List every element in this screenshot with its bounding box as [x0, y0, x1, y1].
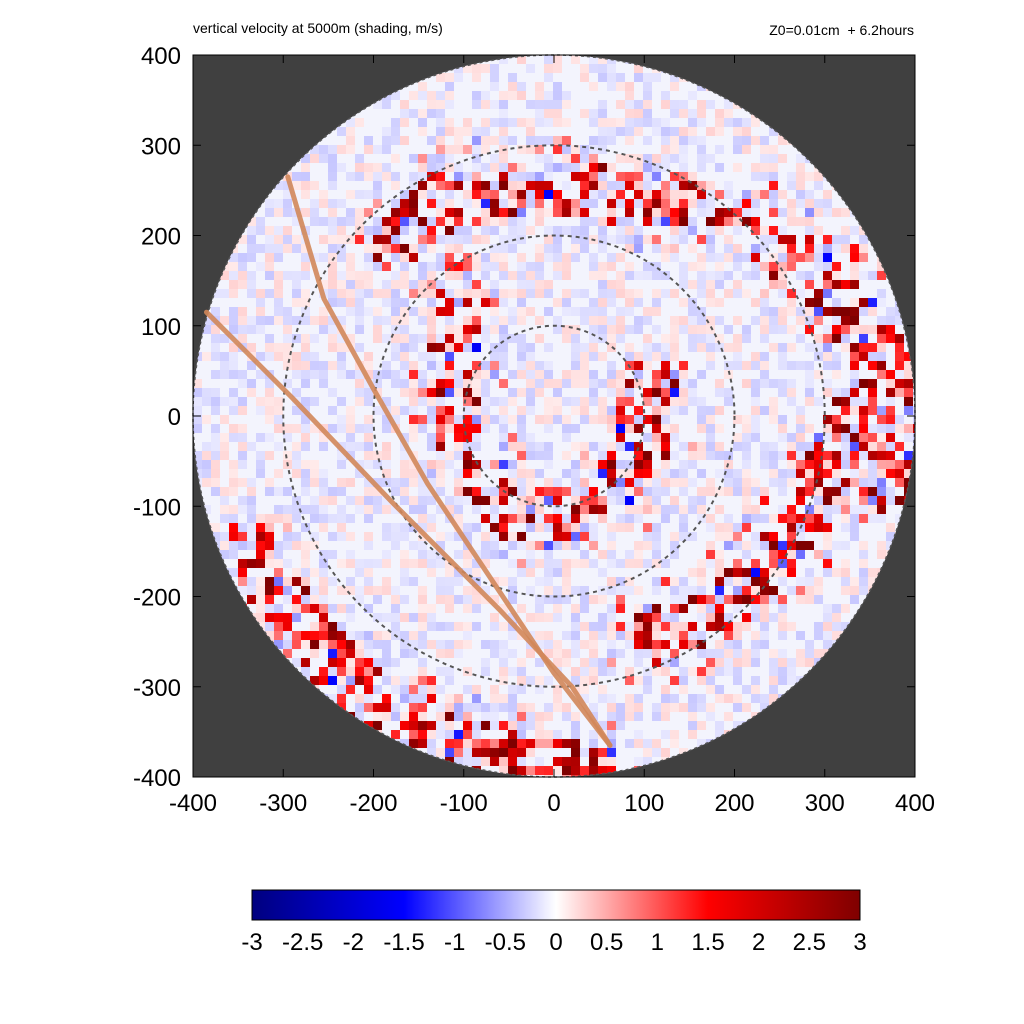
x-tick-label: 400	[895, 790, 935, 817]
y-tick-label: -100	[133, 494, 181, 521]
colorbar-tick-label: -0.5	[485, 929, 526, 956]
x-tick-label: -200	[349, 790, 397, 817]
run-info-label: Z0=0.01cm + 6.2hours	[769, 22, 914, 38]
storm-track-1	[204, 309, 613, 748]
x-tick-label: 0	[547, 790, 560, 817]
colorbar-tick-label: 3	[853, 929, 866, 956]
range-ring-100	[462, 324, 646, 508]
y-tick-label: 0	[168, 404, 181, 431]
y-tick-label: -400	[133, 765, 181, 792]
storm-tracks	[204, 174, 613, 748]
colorbar: -3 -2.5 -2 -1.5 -1 -0.5 0 0.5 1 1.5 2 2.5 3	[241, 889, 867, 956]
storm-track-2	[285, 174, 613, 748]
y-axis: -400 -300 -200 -100 0 100 200 300 400	[133, 43, 915, 792]
colorbar-tick-label: -1	[444, 929, 465, 956]
colorbar-gradient	[251, 889, 861, 921]
y-tick-label: 300	[141, 133, 181, 160]
colorbar-tick-label: 1	[651, 929, 664, 956]
x-tick-label: 200	[714, 790, 754, 817]
x-tick-label: -400	[169, 790, 217, 817]
y-tick-label: 100	[141, 314, 181, 341]
x-tick-label: -300	[259, 790, 307, 817]
y-tick-label: -300	[133, 675, 181, 702]
colorbar-tick-label: 0.5	[590, 929, 623, 956]
x-tick-label: 300	[805, 790, 845, 817]
colorbar-tick-label: -1.5	[383, 929, 424, 956]
range-ring-200	[372, 234, 736, 598]
x-tick-label: -100	[440, 790, 488, 817]
x-axis: -400 -300 -200 -100 0 100 200 300 400	[169, 55, 935, 817]
x-tick-label: 100	[624, 790, 664, 817]
colorbar-tick-label: 2.5	[793, 929, 826, 956]
y-tick-label: 200	[141, 224, 181, 251]
y-tick-label: -200	[133, 585, 181, 612]
colorbar-tick-label: 0	[549, 929, 562, 956]
colorbar-tick-label: 1.5	[691, 929, 724, 956]
colorbar-tick-label: -3	[241, 929, 262, 956]
y-tick-label: 400	[141, 43, 181, 70]
range-ring-300	[282, 144, 826, 688]
colorbar-tick-label: -2	[343, 929, 364, 956]
colorbar-tick-label: -2.5	[282, 929, 323, 956]
colorbar-tick-label: 2	[752, 929, 765, 956]
chart-title: vertical velocity at 5000m (shading, m/s…	[193, 20, 443, 36]
